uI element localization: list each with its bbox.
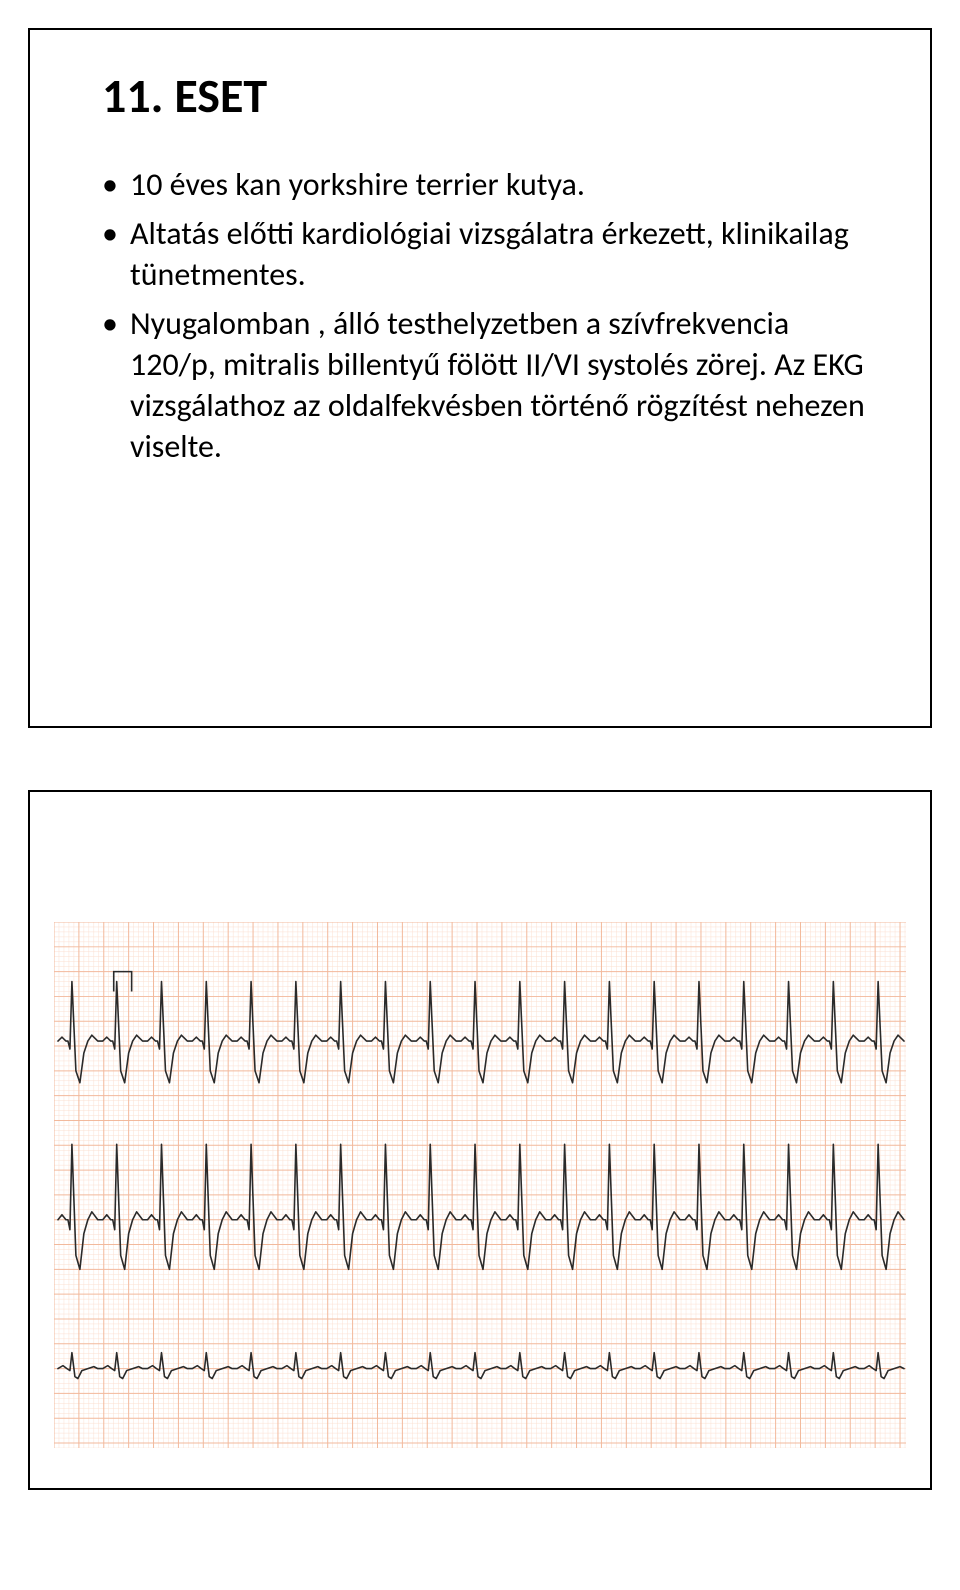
bullet-item: Altatás előtti kardiológiai vizsgálatra … [102,214,870,296]
bullet-item: 10 éves kan yorkshire terrier kutya. [102,165,870,206]
ecg-container [54,922,906,1448]
slide-case-text: 11. ESET 10 éves kan yorkshire terrier k… [28,28,932,728]
bullet-list: 10 éves kan yorkshire terrier kutya. Alt… [90,165,870,468]
slide-title: 11. ESET [102,66,870,125]
page: 11. ESET 10 éves kan yorkshire terrier k… [0,0,960,1590]
slide-ecg [28,790,932,1490]
bullet-item: Nyugalomban , álló testhelyzetben a szív… [102,304,870,468]
ecg-chart [54,922,906,1448]
